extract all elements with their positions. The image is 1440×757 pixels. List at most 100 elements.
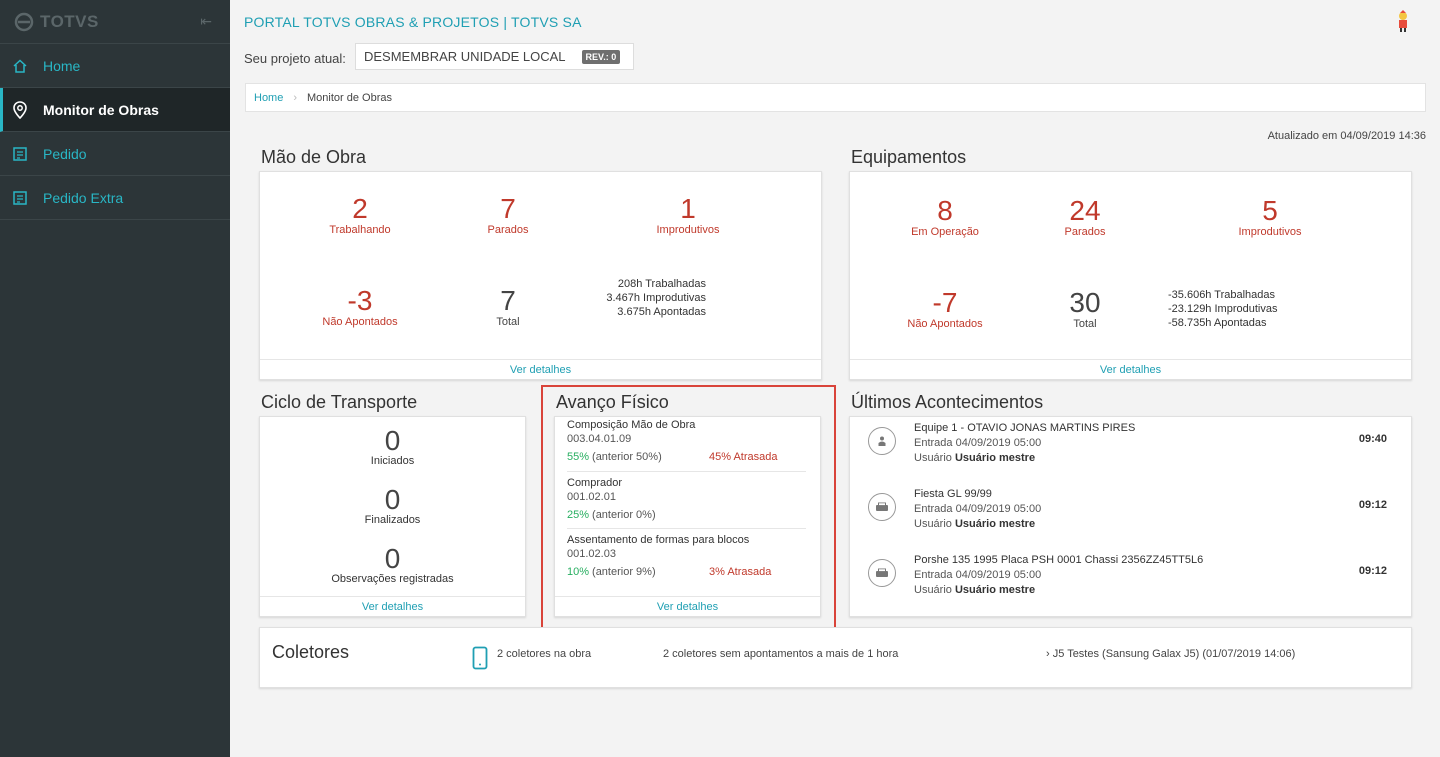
event-user: Usuário Usuário mestre: [914, 517, 1041, 532]
hours-apontadas: 3.675h Apontadas: [617, 306, 706, 318]
ciclo-transporte-title: Ciclo de Transporte: [261, 392, 418, 412]
ver-detalhes-link[interactable]: Ver detalhes: [260, 359, 821, 379]
finalizados-stat: 0 Finalizados: [260, 486, 525, 527]
highlight-box: [541, 385, 836, 629]
event-entry: Entrada 04/09/2019 05:00: [914, 503, 1042, 515]
equipamentos-card: 8 Em Operação 24 Parados 5 Improdutivos …: [849, 171, 1412, 380]
event-item[interactable]: Fiesta GL 99/99 Entrada 04/09/2019 05:00…: [868, 487, 1387, 537]
collapse-menu-icon[interactable]: ⇤: [200, 13, 212, 29]
item-code: 001.02.01: [567, 491, 616, 503]
event-user-label: Usuário: [914, 518, 952, 530]
logo-text: TOTVS: [40, 11, 99, 31]
document-icon: [11, 145, 29, 163]
parados-stat: 24 Parados: [1045, 196, 1125, 239]
stat-label: Em Operação: [911, 226, 979, 238]
observacoes-stat: 0 Observações registradas: [260, 543, 525, 586]
total-stat: 7 Total: [478, 285, 538, 329]
item-progress: 55% (anterior 50%) 45% Atrasada: [567, 451, 806, 463]
event-time: 09:12: [1358, 499, 1387, 511]
stat-value: 7: [500, 285, 516, 316]
list-item[interactable]: Assentamento de formas para blocos 001.0…: [567, 534, 806, 578]
revision-badge: REV.: 0: [581, 49, 621, 64]
sidebar-item-pedido[interactable]: Pedido: [0, 132, 230, 176]
late-percent: 3% Atrasada: [709, 566, 772, 578]
avanco-fisico-title: Avanço Físico: [556, 392, 669, 412]
sidebar-item-monitor-de-obras[interactable]: Monitor de Obras: [0, 88, 230, 132]
event-item[interactable]: Equipe 1 - OTAVIO JONAS MARTINS PIRES En…: [868, 421, 1387, 471]
breadcrumb: Home › Monitor de Obras: [245, 83, 1426, 112]
equipamentos-title: Equipamentos: [851, 147, 967, 167]
item-progress: 25% (anterior 0%): [567, 509, 806, 521]
stat-label: Improdutivos: [656, 224, 720, 236]
progress-percent: 25%: [567, 509, 590, 521]
sidebar-item-pedido-extra[interactable]: Pedido Extra: [0, 176, 230, 220]
ver-detalhes-link[interactable]: Ver detalhes: [260, 596, 525, 616]
event-time: 09:12: [1358, 565, 1387, 577]
project-label: Seu projeto atual:: [244, 51, 346, 66]
breadcrumb-current: Monitor de Obras: [307, 91, 392, 104]
breadcrumb-separator: ›: [293, 91, 298, 104]
stat-value: 1: [680, 193, 696, 224]
mao-de-obra-card: 2 Trabalhando 7 Parados 1 Improdutivos -…: [259, 171, 822, 380]
event-title: Equipe 1 - OTAVIO JONAS MARTINS PIRES: [914, 422, 1136, 434]
stat-label: Parados: [1064, 226, 1106, 238]
stat-value: -3: [347, 285, 373, 316]
project-selector[interactable]: DESMEMBRAR UNIDADE LOCAL REV.: 0: [355, 43, 634, 70]
total-stat: 30 Total: [1055, 287, 1115, 331]
sidebar-item-label: Home: [43, 57, 81, 74]
coletor-device-link[interactable]: › J5 Testes (Sansung Galax J5) (01/07/20…: [1046, 648, 1296, 660]
hours-improdutivas: -23.129h Improdutivas: [1168, 303, 1278, 315]
stat-value: 30: [1069, 287, 1101, 318]
event-item[interactable]: Porshe 135 1995 Placa PSH 0001 Chassi 23…: [868, 553, 1387, 603]
sidebar-item-home[interactable]: Home: [0, 44, 230, 88]
stat-value: -7: [932, 287, 958, 318]
iniciados-stat: 0 Iniciados: [260, 427, 525, 468]
breadcrumb-home-link[interactable]: Home: [254, 91, 284, 104]
coletores-title: Coletores: [272, 642, 350, 662]
hours-improdutivas: 3.467h Improdutivas: [606, 292, 706, 304]
list-item[interactable]: Composição Mão de Obra 003.04.01.09 55% …: [567, 419, 806, 463]
stat-label: Parados: [487, 224, 529, 236]
item-title: Comprador: [567, 477, 623, 489]
person-icon: [868, 427, 896, 455]
stat-label: Não Apontados: [907, 318, 983, 330]
sidebar-item-label: Pedido Extra: [43, 189, 124, 206]
portal-title: PORTAL TOTVS OBRAS & PROJETOS | TOTVS SA: [244, 14, 582, 30]
stat-value: 2: [352, 193, 368, 224]
event-user-name: Usuário mestre: [954, 518, 1036, 530]
nao-apontados-stat: -3 Não Apontados: [310, 285, 410, 329]
event-time: 09:40: [1358, 433, 1387, 445]
coletores-card: Coletores 2 coletores na obra 2 coletore…: [259, 627, 1412, 688]
ver-detalhes-link[interactable]: Ver detalhes: [555, 596, 820, 616]
list-item[interactable]: Comprador 001.02.01 25% (anterior 0%): [567, 477, 806, 521]
item-code: 001.02.03: [567, 548, 616, 560]
ver-detalhes-link[interactable]: Ver detalhes: [850, 359, 1411, 379]
nao-apontados-stat: -7 Não Apontados: [895, 287, 995, 331]
stat-value: 0: [384, 543, 401, 574]
document-icon: [11, 189, 29, 207]
coletores-sem-apontamentos: 2 coletores sem apontamentos a mais de 1…: [663, 648, 899, 660]
divider: [567, 528, 806, 529]
previous-percent: (anterior 0%): [592, 509, 656, 521]
stat-label: Trabalhando: [329, 224, 391, 236]
event-entry: Entrada 04/09/2019 05:00: [914, 569, 1042, 581]
progress-percent: 10%: [567, 566, 590, 578]
mao-de-obra-title: Mão de Obra: [261, 147, 367, 167]
stat-value: 8: [937, 195, 953, 226]
hours-apontadas: -58.735h Apontadas: [1168, 317, 1267, 329]
sidebar-item-label: Monitor de Obras: [43, 101, 159, 118]
improdutivos-stat: 1 Improdutivos: [638, 193, 738, 237]
event-title: Fiesta GL 99/99: [914, 488, 992, 500]
coletores-na-obra: 2 coletores na obra: [497, 648, 592, 660]
ultimos-acontecimentos-card: Equipe 1 - OTAVIO JONAS MARTINS PIRES En…: [849, 416, 1412, 617]
avanco-fisico-card: Composição Mão de Obra 003.04.01.09 55% …: [554, 416, 821, 617]
user-avatar-icon[interactable]: [1394, 10, 1412, 32]
sidebar-header: TOTVS ⇤: [0, 0, 230, 44]
event-user-name: Usuário mestre: [954, 452, 1036, 464]
hours-trabalhadas: -35.606h Trabalhadas: [1168, 289, 1276, 301]
totvs-logo-icon: [14, 12, 34, 31]
event-user-name: Usuário mestre: [954, 584, 1036, 596]
sidebar: TOTVS ⇤ Home Monitor de Obras Pedido Ped…: [0, 0, 230, 757]
sidebar-item-label: Pedido: [43, 145, 87, 162]
divider: [567, 471, 806, 472]
